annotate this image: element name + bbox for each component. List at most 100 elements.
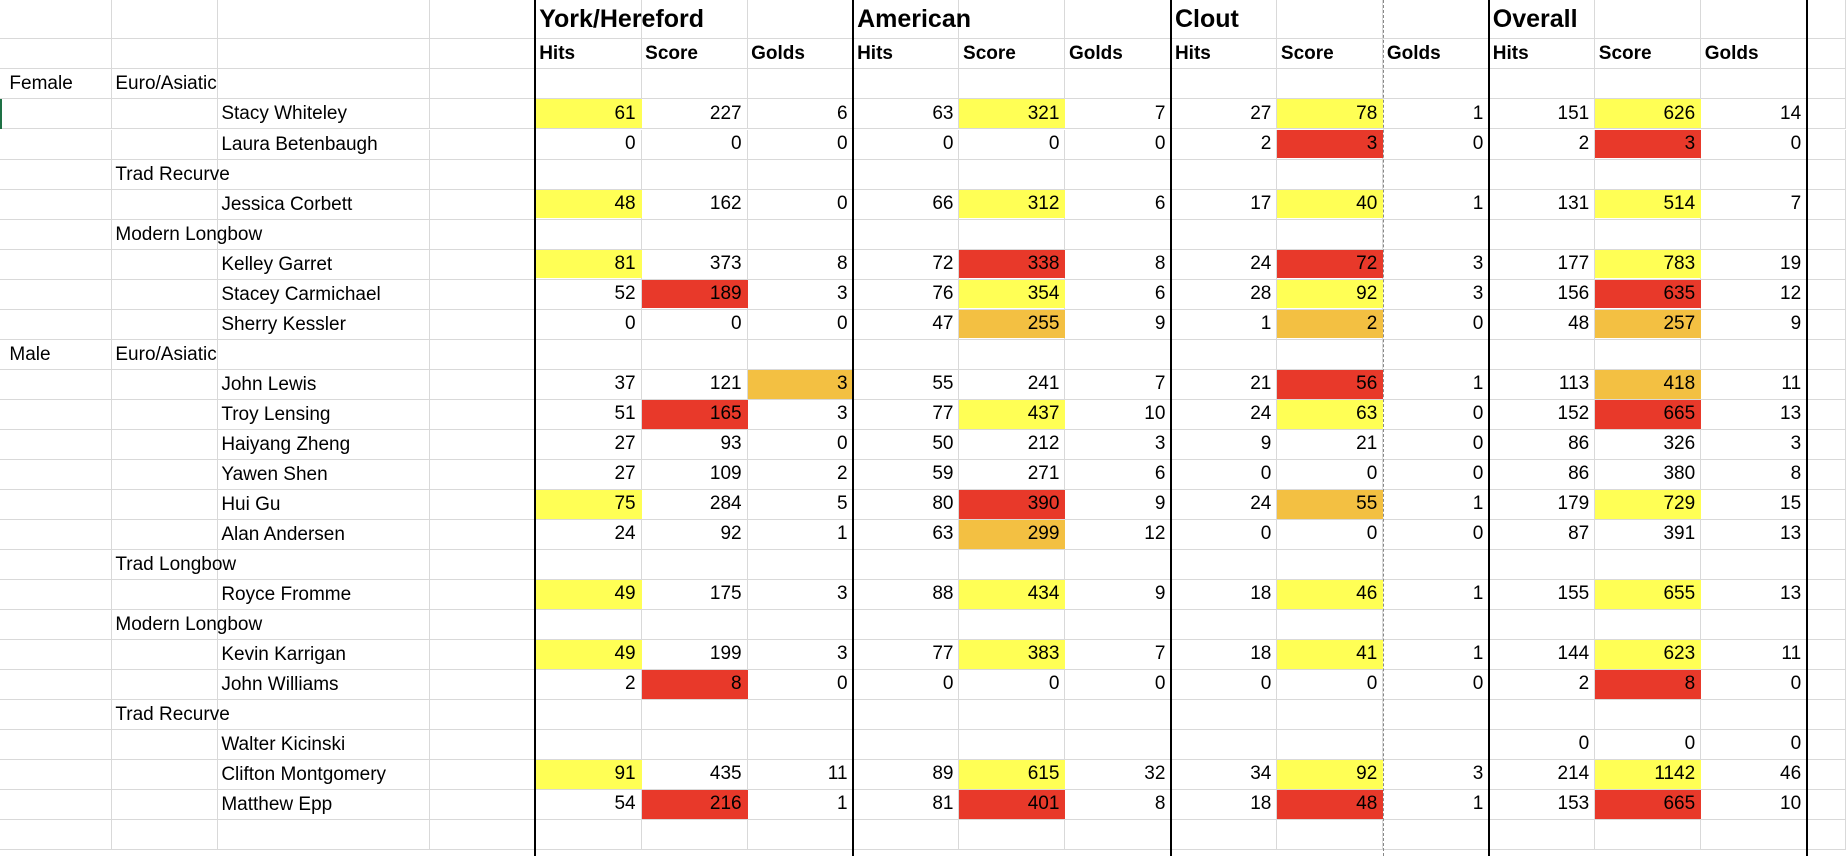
score-cell: 13	[1780, 583, 1802, 605]
grid-cell	[1171, 699, 1278, 730]
score-cell: 24	[1250, 403, 1272, 425]
score-cell: 11	[827, 763, 848, 785]
division-label: Euro/Asiatic	[115, 73, 217, 95]
grid-cell	[1277, 729, 1384, 760]
grid-cell	[111, 819, 218, 850]
score-cell: 7	[1154, 102, 1166, 124]
grid-cell	[217, 489, 430, 520]
grid-cell	[429, 489, 536, 520]
grid-cell	[1489, 669, 1596, 700]
grid-cell	[641, 729, 748, 760]
score-cell: 13	[1780, 403, 1802, 425]
score-cell: 76	[932, 283, 954, 305]
score-cell: 12	[1780, 283, 1802, 305]
score-cell: 437	[959, 399, 1066, 429]
grid-cell	[0, 549, 112, 580]
score-cell: 418	[1595, 369, 1702, 399]
grid-cell	[641, 489, 748, 520]
grid-cell	[1171, 609, 1278, 640]
score-cell: 0	[1048, 673, 1060, 695]
grid-cell	[1065, 729, 1172, 760]
score-cell: 257	[1595, 309, 1702, 339]
grid-cell	[1171, 69, 1278, 100]
grid-cell	[1171, 219, 1278, 250]
grid-cell	[641, 99, 748, 130]
grid-cell	[1807, 399, 1846, 430]
grid-cell	[1171, 99, 1278, 130]
score-cell: 8	[641, 669, 748, 699]
score-cell: 24	[1250, 493, 1272, 515]
score-cell: 1	[1472, 493, 1484, 515]
grid-cell	[641, 639, 748, 670]
score-cell: 0	[1260, 463, 1272, 485]
grid-cell	[0, 729, 112, 760]
score-cell: 338	[959, 249, 1066, 279]
score-cell: 0	[1790, 673, 1802, 695]
grid-cell	[1807, 669, 1846, 700]
grid-cell	[217, 549, 430, 580]
grid-cell	[1171, 489, 1278, 520]
grid-cell	[1807, 489, 1846, 520]
score-cell: 8	[1790, 463, 1802, 485]
score-cell: 12	[1144, 523, 1166, 545]
grid-cell	[959, 729, 1066, 760]
grid-cell	[1807, 129, 1846, 160]
grid-cell	[1383, 609, 1490, 640]
column-header: Golds	[1068, 43, 1123, 65]
score-cell: 380	[1663, 463, 1696, 485]
grid-cell	[0, 219, 112, 250]
score-cell: 3	[1277, 129, 1384, 159]
score-cell: 665	[1595, 789, 1702, 819]
grid-cell	[1489, 489, 1596, 520]
grid-cell	[111, 189, 218, 220]
grid-cell	[535, 279, 642, 310]
grid-cell	[1807, 759, 1846, 790]
grid-cell	[1171, 129, 1278, 160]
grid-cell	[1383, 219, 1490, 250]
grid-cell	[1065, 699, 1172, 730]
score-cell: 514	[1595, 189, 1702, 219]
grid-cell	[1701, 219, 1808, 250]
grid-cell	[535, 429, 642, 460]
grid-cell	[0, 639, 112, 670]
grid-cell	[1171, 579, 1278, 610]
score-cell: 9	[1154, 583, 1166, 605]
grid-cell	[111, 99, 218, 130]
grid-cell	[111, 249, 218, 280]
grid-cell	[1701, 69, 1808, 100]
grid-cell	[0, 189, 112, 220]
score-cell: 2	[1277, 309, 1384, 339]
score-cell: 41	[1277, 639, 1384, 669]
grid-cell	[217, 309, 430, 340]
grid-cell	[429, 459, 536, 490]
grid-cell	[1489, 339, 1596, 370]
grid-cell	[217, 579, 430, 610]
score-cell: 177	[1557, 253, 1590, 274]
score-cell: 27	[614, 433, 636, 455]
grid-cell	[0, 399, 112, 430]
score-cell: 9	[1790, 313, 1802, 335]
score-cell: 153	[1557, 793, 1590, 815]
grid-cell	[1383, 729, 1490, 760]
grid-cell	[217, 219, 430, 250]
grid-cell	[429, 819, 536, 850]
grid-cell	[535, 399, 642, 430]
grid-cell	[1595, 219, 1702, 250]
archer-name: Walter Kicinski	[221, 733, 346, 755]
score-cell: 0	[1154, 673, 1166, 695]
grid-cell	[1171, 399, 1278, 430]
grid-cell	[1171, 189, 1278, 220]
score-cell: 3	[836, 283, 848, 305]
grid-cell	[111, 609, 218, 640]
grid-cell	[1277, 69, 1384, 100]
score-cell: 80	[932, 493, 954, 515]
score-cell: 55	[932, 373, 954, 395]
grid-cell	[1489, 0, 1596, 39]
grid-cell	[853, 129, 960, 160]
grid-cell	[1383, 549, 1490, 580]
score-cell: 0	[1472, 463, 1484, 485]
score-cell: 1	[1472, 793, 1484, 815]
score-cell: 92	[720, 523, 742, 545]
grid-cell	[0, 459, 112, 490]
score-cell: 49	[535, 579, 642, 609]
